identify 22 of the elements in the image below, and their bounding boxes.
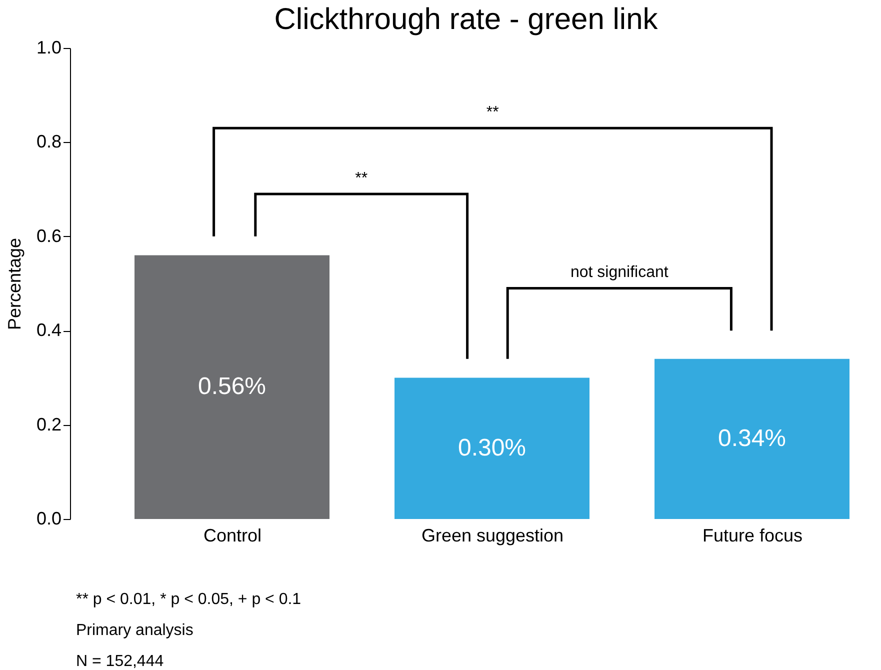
data-label: 0.56% (198, 373, 266, 400)
x-tick-label: Future focus (702, 526, 803, 546)
text: N = 152,444 (76, 653, 164, 670)
bar (654, 358, 850, 519)
y-tick-label: 0.4 (36, 320, 62, 340)
y-tick-label: 0.8 (36, 132, 62, 152)
x-tick-label: Control (203, 526, 262, 546)
annotation: ** (355, 170, 368, 188)
x-tick-label: Green suggestion (421, 526, 564, 546)
y-tick-label: 1.0 (36, 38, 62, 58)
data-label: 0.30% (458, 434, 526, 462)
data-label: 0.34% (718, 424, 786, 452)
annotation: not significant (570, 264, 669, 282)
y-tick-label: 0.0 (36, 508, 62, 528)
bar (394, 378, 590, 519)
y-tick-label: 0.6 (36, 226, 62, 246)
text: ** p < 0.01, * p < 0.05, + p < 0.1 (76, 591, 302, 608)
y-axis-title: Percentage (4, 238, 24, 330)
y-tick-label: 0.2 (36, 414, 62, 434)
annotation: ** (486, 104, 499, 122)
text: Primary analysis (76, 622, 194, 639)
chart-title: Clickthrough rate - green link (274, 3, 659, 36)
